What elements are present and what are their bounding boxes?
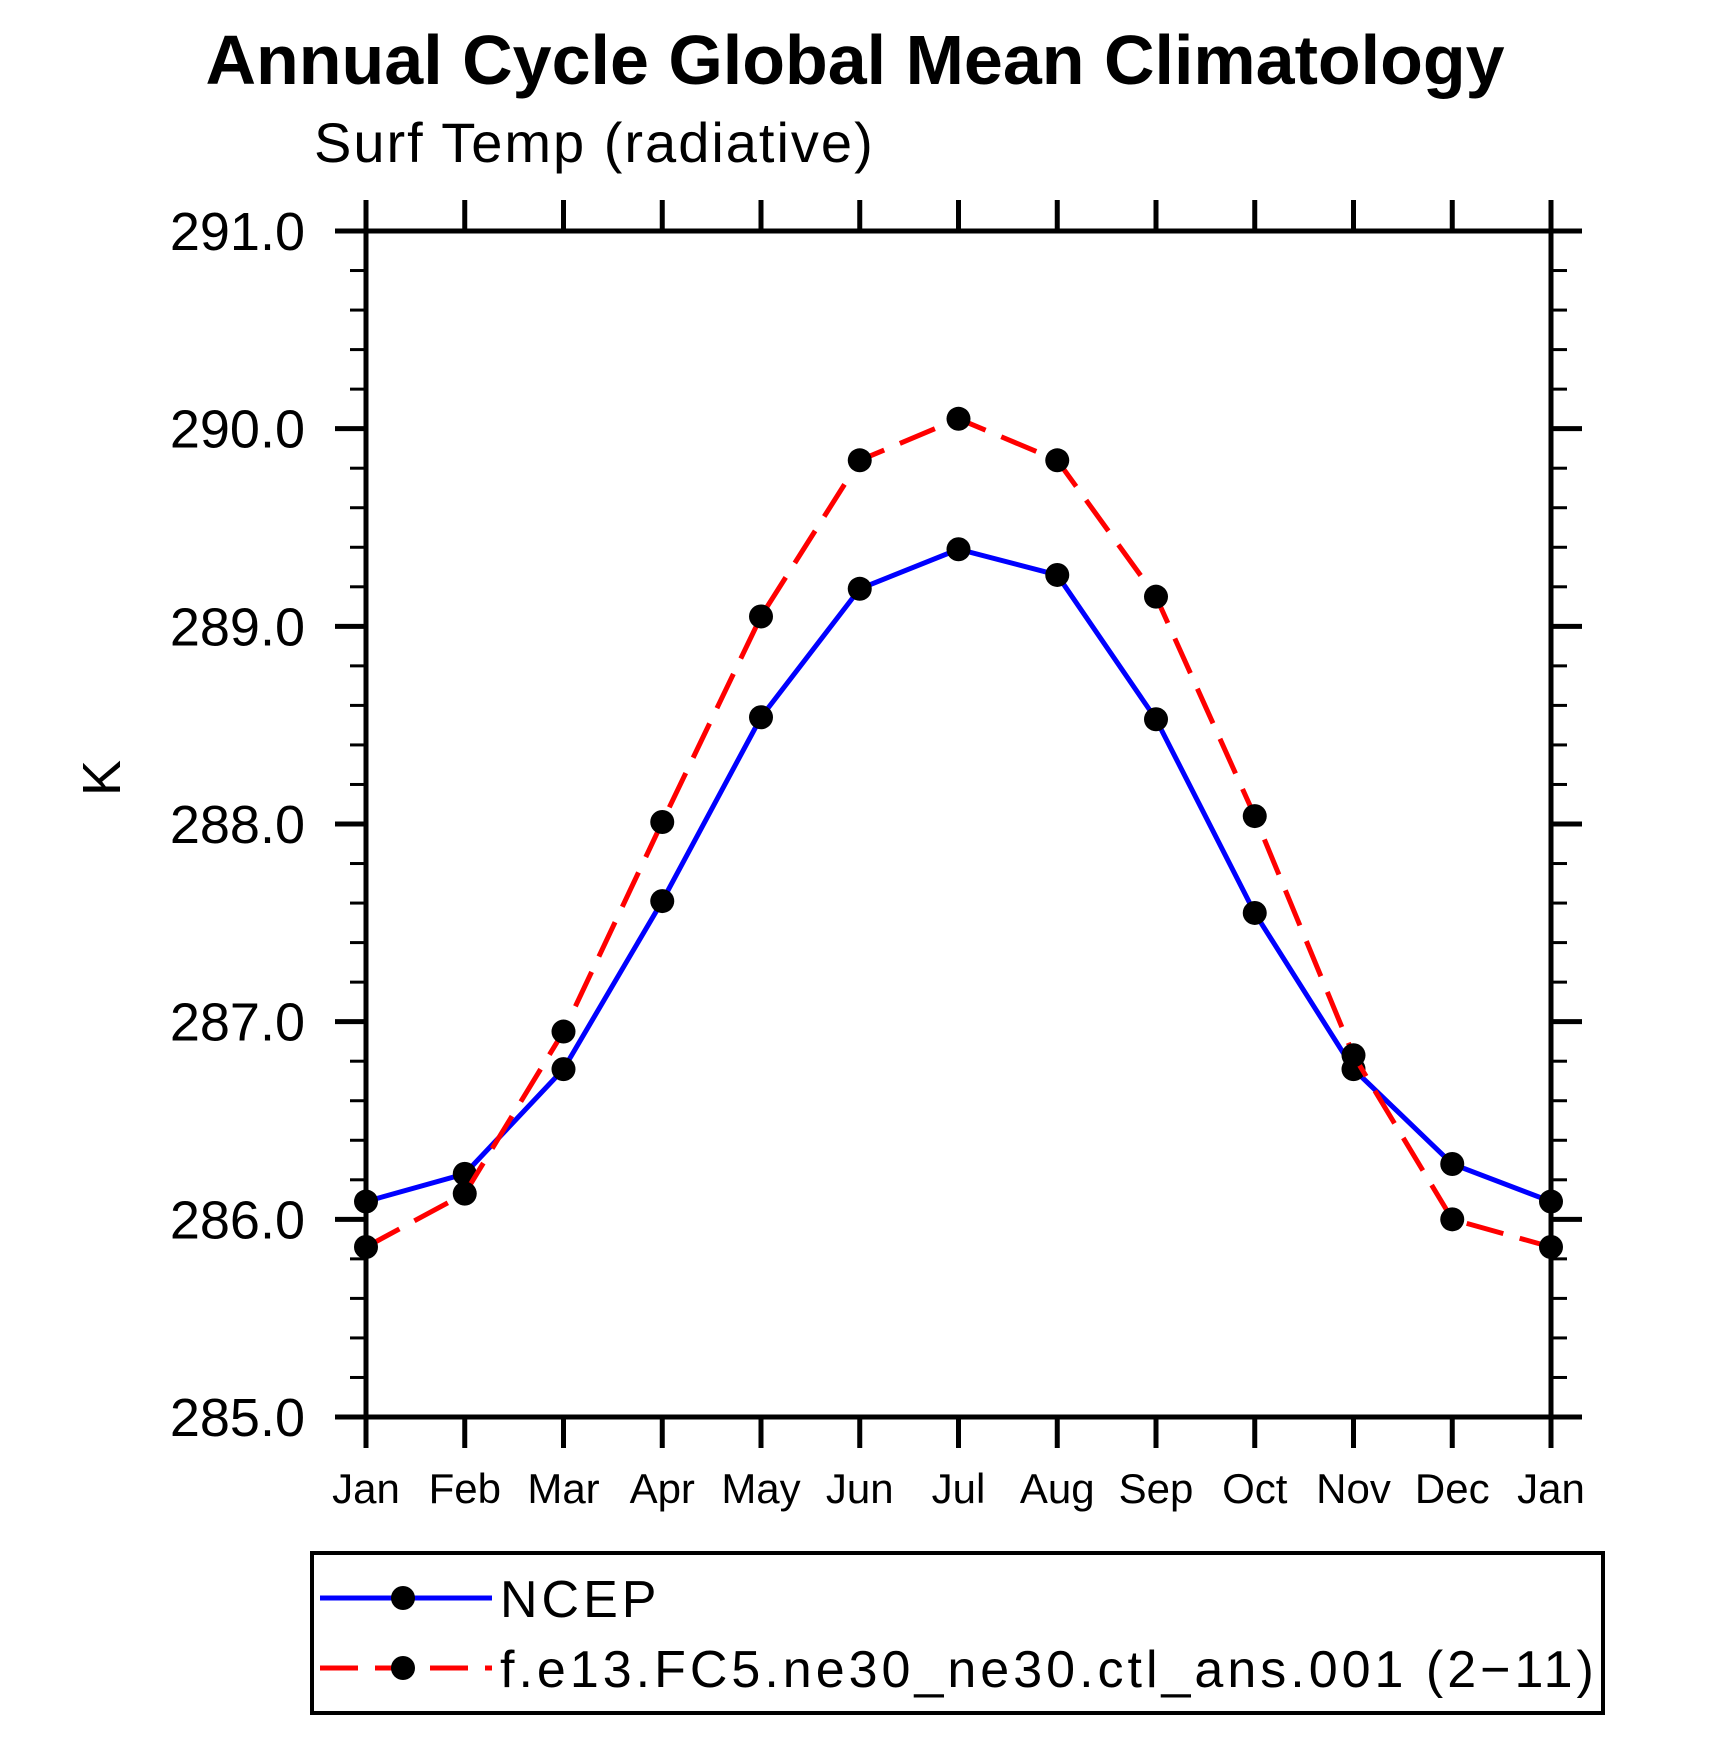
data-point-marker <box>551 1057 576 1082</box>
data-point-marker <box>1440 1151 1465 1176</box>
legend: NCEP f.e13.FC5.ne30_ne30.ctl_ans.001 (2−1… <box>310 1551 1605 1715</box>
x-tick-label: Jan <box>1517 1465 1585 1512</box>
y-axis-ticks: 285.0 286.0 287.0 288.0 289.0 290.0 291.0 <box>170 202 1582 1448</box>
data-point-marker <box>551 1019 576 1044</box>
x-tick-label: Dec <box>1415 1465 1490 1512</box>
data-point-marker <box>354 1235 378 1260</box>
chart-subtitle: Surf Temp (radiative) <box>314 111 875 174</box>
x-tick-label: Apr <box>630 1465 695 1512</box>
data-point-marker <box>354 1189 378 1214</box>
legend-marker-1 <box>391 1656 415 1680</box>
data-series <box>354 406 1563 1260</box>
data-point-marker <box>452 1181 477 1206</box>
x-tick-label: Oct <box>1222 1465 1288 1512</box>
legend-label-0: NCEP <box>500 1571 660 1629</box>
legend-label-1: f.e13.FC5.ne30_ne30.ctl_ans.001 (2−11) <box>500 1641 1598 1699</box>
series-line-0 <box>365 546 1552 1204</box>
y-tick-label: 291.0 <box>170 202 305 262</box>
x-tick-label: Mar <box>527 1465 599 1512</box>
x-tick-label: May <box>721 1465 800 1512</box>
y-tick-label: 289.0 <box>170 597 305 657</box>
data-point-marker <box>847 576 872 601</box>
data-point-marker <box>1144 707 1168 732</box>
data-point-marker <box>1045 562 1070 587</box>
data-point-marker <box>847 448 872 473</box>
x-axis-ticks: Jan Feb Mar Apr May Jun Jul Aug Sep Oct Nov Dec Jan <box>332 200 1585 1512</box>
data-point-marker <box>1341 1043 1366 1068</box>
legend-marker-0 <box>391 1586 415 1610</box>
data-point-marker <box>650 810 675 835</box>
data-point-marker <box>1539 1235 1563 1260</box>
data-point-marker <box>1144 584 1168 609</box>
data-point-marker <box>650 889 675 914</box>
x-tick-label: Nov <box>1316 1465 1391 1512</box>
x-tick-label: Jul <box>932 1465 986 1512</box>
x-tick-label: Feb <box>429 1465 501 1512</box>
x-tick-label: Sep <box>1119 1465 1194 1512</box>
y-tick-label: 285.0 <box>170 1388 305 1448</box>
x-tick-label: Jan <box>332 1465 400 1512</box>
data-point-marker <box>946 406 971 431</box>
x-tick-label: Jun <box>826 1465 894 1512</box>
data-point-marker <box>946 537 971 562</box>
data-point-marker <box>1045 448 1070 473</box>
legend-box <box>310 1551 1605 1715</box>
data-point-marker <box>1242 804 1267 829</box>
chart-title: Annual Cycle Global Mean Climatology <box>205 21 1504 99</box>
y-axis-label: K <box>72 760 132 796</box>
data-point-marker <box>749 705 773 730</box>
y-tick-label: 287.0 <box>170 993 305 1053</box>
y-tick-label: 288.0 <box>170 795 305 855</box>
y-tick-label: 286.0 <box>170 1190 305 1250</box>
data-point-marker <box>749 604 773 629</box>
y-tick-label: 290.0 <box>170 400 305 460</box>
data-point-marker <box>1539 1189 1563 1214</box>
data-point-marker <box>1440 1207 1465 1232</box>
data-point-marker <box>1242 900 1267 925</box>
x-tick-label: Aug <box>1020 1465 1095 1512</box>
